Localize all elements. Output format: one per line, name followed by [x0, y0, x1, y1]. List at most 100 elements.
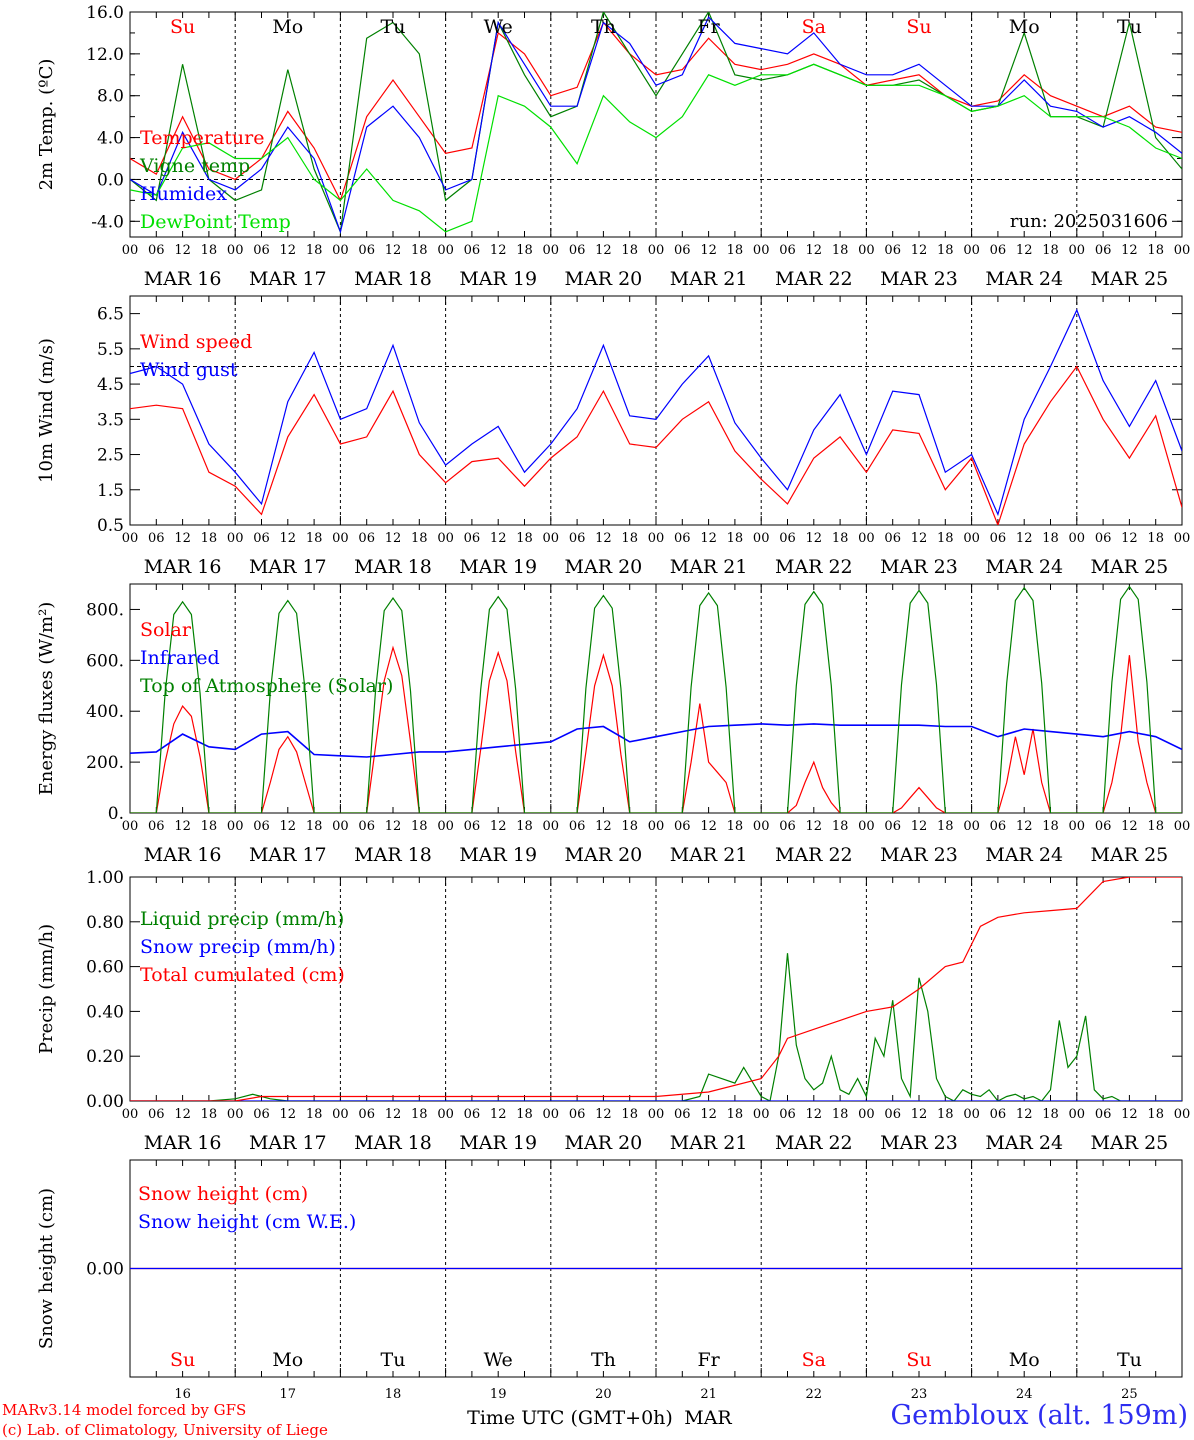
hour-label: 18 — [1042, 243, 1059, 258]
hour-label: 12 — [700, 1107, 717, 1122]
day-number: 18 — [385, 1387, 402, 1402]
hour-label: 12 — [174, 1107, 191, 1122]
legend-entry-4: DewPoint Temp — [140, 211, 291, 233]
day-number: 16 — [174, 1387, 191, 1402]
hour-label: 00 — [1069, 243, 1086, 258]
day-name-bottom: Fr — [697, 1349, 720, 1371]
hour-label: 18 — [937, 819, 954, 834]
hour-label: 18 — [1042, 1107, 1059, 1122]
hour-label: 06 — [464, 243, 481, 258]
y-tick-label: 5.5 — [97, 340, 124, 360]
hour-label: 06 — [779, 243, 796, 258]
day-name-bottom: Tu — [381, 1349, 406, 1371]
hour-label: 12 — [700, 819, 717, 834]
hour-label: 06 — [779, 819, 796, 834]
date-label: MAR 20 — [565, 844, 643, 866]
panel-2: 6.5 5.5 4.5 3.5 2.5 1.5 0.5 10m Wind (m/s) Wind … — [36, 295, 1190, 578]
hour-label: 06 — [884, 1107, 901, 1122]
hour-label: 00 — [543, 1107, 560, 1122]
y-tick-label: 400. — [86, 702, 124, 722]
hour-label: 00 — [858, 1107, 875, 1122]
y-axis-label: 10m Wind (m/s) — [36, 338, 57, 483]
hour-label: 06 — [674, 1107, 691, 1122]
date-label: MAR 23 — [880, 268, 958, 290]
hour-label: 00 — [963, 243, 980, 258]
hour-label: 06 — [464, 531, 481, 546]
day-name-top: Fr — [697, 16, 720, 38]
legend-entry-2: Infrared — [140, 647, 220, 669]
hour-label: 00 — [753, 819, 770, 834]
hour-label: 00 — [437, 1107, 454, 1122]
date-label: MAR 19 — [459, 268, 537, 290]
hour-label: 18 — [411, 1107, 428, 1122]
hour-label: 06 — [253, 531, 270, 546]
hour-label: 06 — [148, 1107, 165, 1122]
hour-label: 00 — [753, 1107, 770, 1122]
series-line-2 — [130, 308, 1182, 517]
date-label: MAR 23 — [880, 1132, 958, 1154]
day-name-top: Mo — [1009, 16, 1040, 38]
hour-label: 18 — [832, 531, 849, 546]
hour-label: 06 — [148, 819, 165, 834]
x-axis-title: Time UTC (GMT+0h) — [467, 1407, 673, 1429]
date-label: MAR 19 — [459, 1132, 537, 1154]
hour-label: 18 — [727, 531, 744, 546]
hour-label: 06 — [253, 1107, 270, 1122]
hour-label: 06 — [1095, 531, 1112, 546]
day-name-bottom: Tu — [1117, 1349, 1142, 1371]
y-tick-label: 8.0 — [97, 87, 124, 107]
hour-label: 06 — [464, 819, 481, 834]
hour-label: 00 — [332, 819, 349, 834]
series-line-3 — [130, 16, 1182, 234]
legend-entry-2: Wind gust — [140, 359, 238, 381]
legend-entry-3: Humidex — [140, 183, 227, 205]
hour-label: 00 — [543, 243, 560, 258]
legend-entry-1: Solar — [140, 619, 192, 641]
hour-label: 18 — [1147, 531, 1164, 546]
series-line-2 — [130, 12, 1182, 235]
legend-entry-2: Snow precip (mm/h) — [140, 936, 336, 958]
hour-label: 18 — [306, 819, 323, 834]
hour-label: 06 — [990, 531, 1007, 546]
hour-label: 00 — [753, 243, 770, 258]
series-line-2 — [130, 723, 1182, 758]
series-line-3 — [130, 877, 1182, 1101]
station-name: Gembloux (alt. 159m) — [890, 1400, 1188, 1431]
panel-5: 0.00 Snow height (cm) Snow height (cm) Snow… — [36, 1159, 1183, 1429]
y-tick-label: -4.0 — [91, 212, 124, 232]
date-label: MAR 16 — [144, 556, 222, 578]
y-tick-label: 0.60 — [86, 958, 124, 978]
hour-label: 00 — [1069, 531, 1086, 546]
hour-label: 18 — [306, 243, 323, 258]
date-label: MAR 18 — [354, 1132, 432, 1154]
hour-label: 00 — [753, 531, 770, 546]
hour-label: 12 — [806, 531, 823, 546]
y-tick-label: 0.40 — [86, 1002, 124, 1022]
legend-entry-1: Temperature — [140, 127, 264, 149]
day-name-top: Tu — [1117, 16, 1142, 38]
hour-label: 00 — [227, 531, 244, 546]
date-label: MAR 16 — [144, 1132, 222, 1154]
hour-label: 06 — [569, 243, 586, 258]
date-label: MAR 21 — [670, 844, 748, 866]
hour-label: 06 — [779, 531, 796, 546]
date-label: MAR 20 — [565, 556, 643, 578]
day-number: 20 — [595, 1387, 612, 1402]
hour-label: 12 — [280, 243, 297, 258]
day-name-bottom: Th — [591, 1349, 616, 1371]
date-label: MAR 23 — [880, 556, 958, 578]
day-number: 24 — [1016, 1387, 1033, 1402]
hour-label: 00 — [122, 819, 139, 834]
hour-label: 00 — [1174, 819, 1191, 834]
y-tick-label: 0.00 — [86, 1260, 124, 1280]
hour-label: 12 — [1121, 531, 1138, 546]
hour-label: 00 — [543, 531, 560, 546]
day-name-top: Tu — [381, 16, 406, 38]
hour-label: 12 — [385, 531, 402, 546]
hour-label: 12 — [385, 243, 402, 258]
hour-label: 18 — [1042, 531, 1059, 546]
hour-label: 18 — [937, 243, 954, 258]
day-name-bottom: Su — [906, 1349, 931, 1371]
hour-label: 12 — [595, 531, 612, 546]
hour-label: 18 — [832, 819, 849, 834]
